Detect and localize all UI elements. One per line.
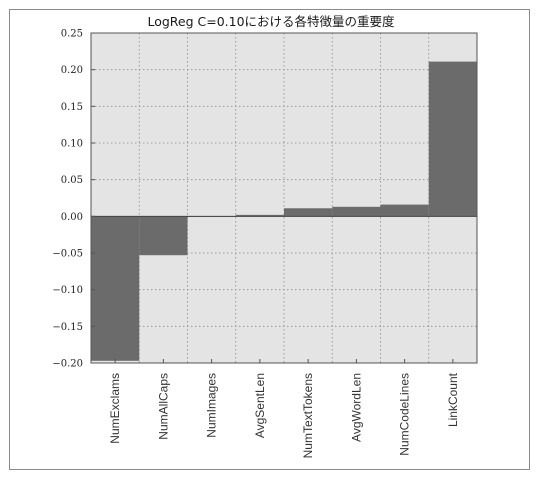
- y-tick-label: 0.20: [61, 65, 83, 76]
- x-tick-label: NumImages: [205, 373, 219, 438]
- x-axis-labels: NumExclams NumAllCaps NumImages AvgSentLen N…: [108, 359, 460, 458]
- y-tick-label: 0.25: [61, 29, 83, 40]
- y-axis-ticks: −0.20 −0.15 −0.10 −0.05 0.00 0.05 0.10 0.15 0.20…: [52, 29, 95, 370]
- y-tick-label: −0.10: [52, 285, 83, 296]
- y-tick-label: 0.10: [61, 139, 83, 150]
- bar-numexclams: [91, 216, 140, 361]
- y-tick-label: 0.05: [61, 175, 83, 186]
- y-tick-label: −0.20: [52, 359, 83, 370]
- x-tick-label: NumAllCaps: [156, 373, 170, 440]
- bar-avgwordlen: [332, 206, 381, 217]
- x-tick-label: NumTextTokens: [301, 373, 315, 458]
- x-tick-label: NumCodeLines: [398, 373, 412, 456]
- bar-numcodelines: [380, 204, 429, 217]
- plot-border: [90, 32, 478, 364]
- chart-title: LogReg C=0.10における各特徴量の重要度: [147, 14, 395, 29]
- x-tick-label: AvgWordLen: [349, 373, 363, 442]
- bar-linkcount: [428, 61, 477, 217]
- x-tick-label: AvgSentLen: [253, 373, 267, 438]
- y-tick-label: −0.15: [52, 322, 83, 333]
- y-tick-label: 0.00: [61, 212, 83, 223]
- y-tick-label: −0.05: [52, 249, 83, 260]
- bar-numtexttokens: [284, 208, 333, 217]
- y-tick-label: 0.15: [61, 102, 83, 113]
- x-tick-label: NumExclams: [108, 373, 122, 444]
- bar-numallcaps: [139, 216, 188, 256]
- bars: [91, 61, 477, 361]
- bar-avgsentlen: [235, 214, 284, 217]
- x-tick-label: LinkCount: [446, 372, 460, 427]
